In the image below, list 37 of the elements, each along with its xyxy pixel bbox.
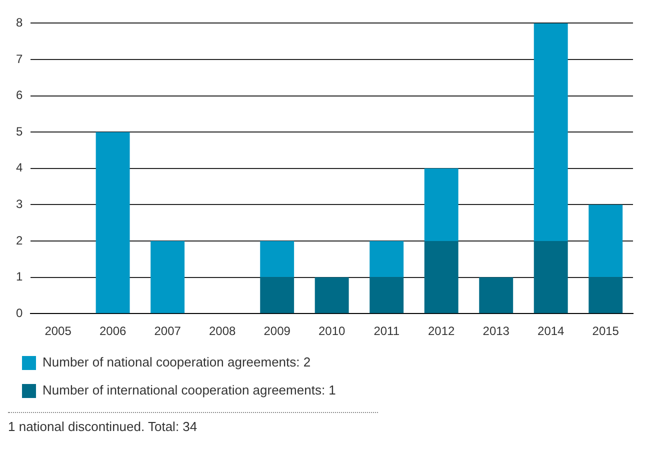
- legend-label: Number of national cooperation agreements: 2: [42, 354, 311, 370]
- bar: [314, 277, 349, 314]
- bar: [424, 168, 458, 241]
- bar: [534, 241, 568, 314]
- x-tick-label: 2012: [428, 324, 456, 338]
- bar: [260, 277, 294, 314]
- bar: [479, 277, 514, 314]
- bar: [150, 241, 185, 314]
- bar: [534, 23, 568, 241]
- bar: [588, 277, 623, 314]
- text: 1 national discontinued. Total: 34: [8, 412, 378, 434]
- y-tick-label: 2: [16, 233, 23, 248]
- x-tick-label: 2015: [592, 324, 620, 338]
- y-tick-label: 1: [16, 270, 23, 284]
- x-tick-label: 2008: [208, 324, 236, 338]
- x-tick-label: 2011: [374, 324, 400, 338]
- legend-label: Number of international cooperation agreements: 1: [42, 382, 336, 398]
- x-tick-label: 2007: [154, 324, 182, 338]
- bar: [588, 204, 623, 278]
- bar: [370, 241, 404, 278]
- y-tick-label: 7: [16, 52, 23, 66]
- x-tick-label: 2006: [99, 324, 126, 338]
- x-tick-label: 2005: [44, 324, 72, 338]
- y-tick-label: 4: [16, 160, 23, 175]
- x-tick-label: 2013: [482, 324, 510, 338]
- bar: [424, 241, 458, 314]
- x-tick-label: 2009: [264, 324, 291, 338]
- y-tick-label: 0: [16, 306, 23, 320]
- bar: [370, 277, 404, 314]
- bar: [260, 241, 294, 278]
- y-tick-label: 3: [16, 197, 23, 212]
- y-tick-label: 6: [16, 88, 23, 102]
- x-tick-label: 2014: [538, 324, 565, 338]
- x-tick-label: 2010: [318, 324, 346, 338]
- y-tick-label: 5: [16, 124, 23, 138]
- y-tick-label: 8: [16, 16, 23, 30]
- bar: [96, 132, 130, 314]
